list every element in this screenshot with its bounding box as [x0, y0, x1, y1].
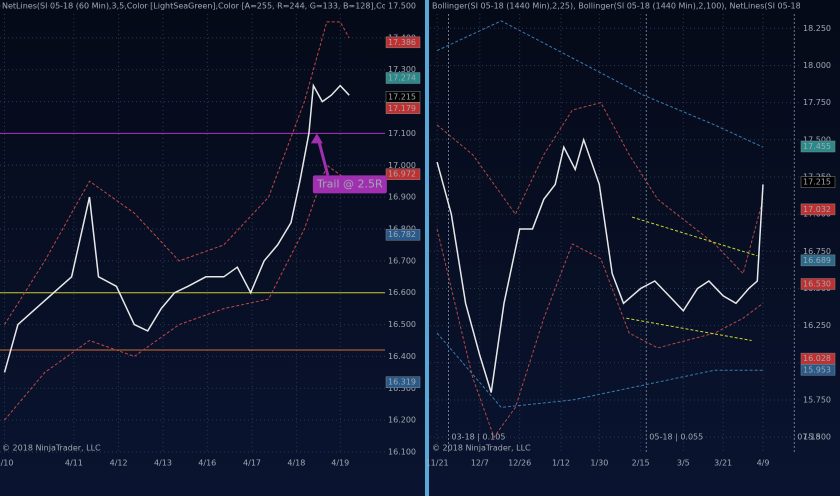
x-tick-label: 4/16 [198, 459, 216, 468]
rollover-label: 03-18 | 0.105 [452, 433, 506, 442]
chart-title: NetLines(SI 05-18 (60 Min),3,5,Color [Li… [2, 2, 503, 11]
series-line [436, 102, 764, 275]
y-tick-label: 16.600 [388, 288, 416, 297]
price-marker-label: 16.530 [803, 280, 831, 289]
price-marker-label: 16.319 [388, 378, 416, 387]
x-tick-label: 4/10 [0, 459, 13, 468]
rollover-label: 05-18 | 0.055 [649, 433, 703, 442]
price-marker-label: 17.386 [388, 38, 416, 47]
y-tick-label: 16.400 [388, 352, 416, 361]
x-tick-label: 4/13 [154, 459, 172, 468]
price-marker-label: 16.689 [803, 256, 831, 265]
price-marker-label: 17.215 [388, 92, 416, 101]
y-tick-label: 16.100 [388, 448, 416, 457]
annotation-text: Trail @ 2.5R [316, 177, 383, 190]
x-tick-label: 12/26 [508, 459, 531, 468]
price-marker-label: 16.028 [803, 354, 831, 363]
price-marker [800, 254, 836, 267]
series-line [4, 164, 350, 421]
series-line [4, 21, 350, 325]
x-tick-label: 3/5 [677, 459, 690, 468]
price-marker-label: 17.215 [803, 178, 831, 187]
y-tick-label: 17.100 [388, 129, 416, 138]
price-marker [385, 36, 421, 49]
annotation-arrowhead [310, 133, 323, 144]
price-marker [800, 140, 836, 153]
x-tick-label: 3/21 [714, 459, 732, 468]
price-marker [385, 72, 421, 84]
x-tick-label: 2/15 [632, 459, 650, 468]
chart-panel: NetLines(SI 05-18 (60 Min),3,5,Color [Li… [0, 2, 503, 453]
price-marker [385, 376, 421, 388]
footer: © 2018 NinjaTrader, LLC [432, 444, 531, 453]
rollover-label: 07-18 [797, 433, 820, 442]
price-marker [800, 203, 836, 216]
series-line [631, 216, 758, 257]
x-tick-label: 12/7 [471, 459, 489, 468]
footer: © 2018 NinjaTrader, LLC [2, 444, 101, 453]
y-tick-label: 16.250 [803, 321, 831, 330]
y-tick-label: 17.500 [803, 135, 831, 144]
x-tick-label: 4/9 [757, 459, 770, 468]
price-marker-label: 17.032 [803, 205, 831, 214]
price-marker [800, 364, 836, 376]
price-marker-label: 16.782 [388, 230, 416, 239]
chart-title: Bollinger(SI 05-18 (1440 Min),2,25), Bol… [432, 2, 840, 11]
annotation-box [312, 175, 387, 194]
y-tick-label: 18.000 [803, 61, 831, 70]
y-tick-label: 17.750 [803, 98, 831, 107]
y-tick-label: 16.300 [388, 384, 416, 393]
y-tick-label: 16.750 [803, 247, 831, 256]
price-marker [385, 228, 421, 241]
series-line [436, 20, 764, 148]
series-line [436, 228, 764, 439]
x-tick-label: 11/21 [426, 459, 449, 468]
series-line [626, 317, 752, 341]
series-line [3, 83, 350, 373]
y-tick-label: 15.750 [803, 395, 831, 404]
price-marker-label: 17.274 [388, 73, 416, 82]
price-marker [800, 278, 836, 290]
price-marker-label: 16.972 [388, 170, 416, 179]
x-tick-label: 4/18 [287, 459, 305, 468]
price-marker-label: 15.953 [803, 365, 831, 374]
x-tick-label: 4/19 [331, 459, 349, 468]
annotation-arrow [316, 137, 330, 176]
y-tick-label: 17.500 [388, 2, 416, 11]
y-tick-label: 17.300 [388, 65, 416, 74]
x-tick-label: 1/30 [590, 459, 608, 468]
y-tick-label: 16.200 [388, 416, 416, 425]
price-marker [385, 102, 421, 115]
x-tick-label: 4/17 [243, 459, 261, 468]
panel-divider [425, 0, 429, 496]
price-marker-label: 17.455 [803, 142, 831, 151]
chart-panel: Bollinger(SI 05-18 (1440 Min),2,25), Bol… [430, 2, 840, 453]
x-tick-label: 4/12 [110, 459, 128, 468]
x-tick-label: 1/12 [552, 459, 570, 468]
series-line [436, 332, 763, 408]
y-tick-label: 17.000 [388, 161, 416, 170]
y-tick-label: 18.250 [803, 24, 831, 33]
price-marker-label: 17.179 [388, 104, 416, 113]
x-tick-label: 4/11 [65, 459, 83, 468]
series-line [436, 137, 764, 393]
y-tick-label: 16.500 [388, 320, 416, 329]
price-marker [800, 176, 836, 188]
y-tick-label: 16.700 [388, 256, 416, 265]
price-marker [385, 168, 421, 180]
y-tick-label: 16.900 [388, 193, 416, 202]
y-tick-label: 15.500 [803, 433, 831, 442]
price-marker [385, 91, 421, 103]
